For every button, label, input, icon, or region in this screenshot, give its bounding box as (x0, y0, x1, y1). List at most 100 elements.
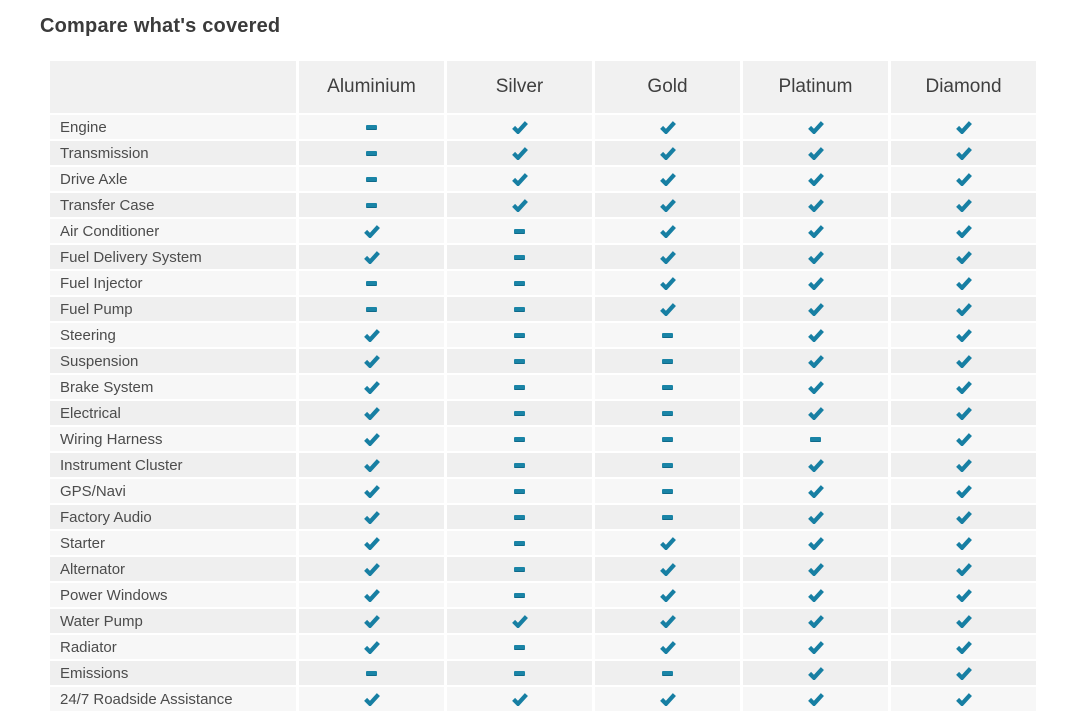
check-icon (807, 406, 824, 420)
table-row: Drive Axle (50, 167, 1036, 191)
table-row: Transfer Case (50, 193, 1036, 217)
table-row: Brake System (50, 375, 1036, 399)
not-covered-cell (447, 245, 592, 269)
header-corner-cell (50, 61, 296, 113)
covered-cell (595, 635, 740, 659)
covered-cell (891, 401, 1036, 425)
table-row: Fuel Delivery System (50, 245, 1036, 269)
table-row: Starter (50, 531, 1036, 555)
check-icon (955, 198, 972, 212)
dash-icon (514, 514, 525, 520)
check-icon (511, 614, 528, 628)
not-covered-cell (447, 583, 592, 607)
covered-cell (299, 245, 444, 269)
dash-icon (366, 670, 377, 676)
column-header-silver: Silver (447, 61, 592, 113)
covered-cell (891, 479, 1036, 503)
covered-cell (743, 349, 888, 373)
not-covered-cell (447, 505, 592, 529)
covered-cell (299, 557, 444, 581)
not-covered-cell (447, 557, 592, 581)
check-icon (363, 614, 380, 628)
check-icon (659, 614, 676, 628)
check-icon (807, 328, 824, 342)
covered-cell (891, 245, 1036, 269)
not-covered-cell (447, 349, 592, 373)
check-icon (659, 536, 676, 550)
covered-cell (743, 661, 888, 685)
covered-cell (743, 687, 888, 711)
not-covered-cell (595, 505, 740, 529)
feature-label: Factory Audio (50, 505, 296, 529)
dash-icon (514, 566, 525, 572)
feature-label: Transfer Case (50, 193, 296, 217)
covered-cell (299, 427, 444, 451)
feature-label: Starter (50, 531, 296, 555)
covered-cell (891, 453, 1036, 477)
covered-cell (743, 167, 888, 191)
check-icon (807, 250, 824, 264)
covered-cell (743, 115, 888, 139)
check-icon (955, 276, 972, 290)
covered-cell (447, 687, 592, 711)
dash-icon (514, 436, 525, 442)
check-icon (955, 640, 972, 654)
covered-cell (891, 661, 1036, 685)
not-covered-cell (447, 375, 592, 399)
covered-cell (743, 479, 888, 503)
feature-label: Transmission (50, 141, 296, 165)
check-icon (807, 484, 824, 498)
covered-cell (299, 323, 444, 347)
dash-icon (662, 384, 673, 390)
covered-cell (891, 505, 1036, 529)
check-icon (807, 614, 824, 628)
column-header-diamond: Diamond (891, 61, 1036, 113)
covered-cell (595, 245, 740, 269)
covered-cell (743, 557, 888, 581)
covered-cell (891, 271, 1036, 295)
feature-label: Fuel Delivery System (50, 245, 296, 269)
table-row: Engine (50, 115, 1036, 139)
covered-cell (595, 687, 740, 711)
check-icon (955, 172, 972, 186)
check-icon (955, 666, 972, 680)
table-header-row: Aluminium Silver Gold Platinum Diamond (50, 61, 1036, 113)
check-icon (807, 172, 824, 186)
covered-cell (891, 349, 1036, 373)
check-icon (807, 458, 824, 472)
covered-cell (891, 583, 1036, 607)
covered-cell (743, 401, 888, 425)
covered-cell (743, 271, 888, 295)
check-icon (955, 588, 972, 602)
covered-cell (891, 141, 1036, 165)
dash-icon (662, 670, 673, 676)
check-icon (955, 224, 972, 238)
feature-label: Brake System (50, 375, 296, 399)
covered-cell (891, 557, 1036, 581)
feature-label: Air Conditioner (50, 219, 296, 243)
covered-cell (891, 193, 1036, 217)
dash-icon (514, 228, 525, 234)
check-icon (955, 614, 972, 628)
table-row: Fuel Injector (50, 271, 1036, 295)
covered-cell (743, 193, 888, 217)
not-covered-cell (595, 479, 740, 503)
dash-icon (662, 462, 673, 468)
covered-cell (891, 375, 1036, 399)
not-covered-cell (447, 661, 592, 685)
covered-cell (447, 141, 592, 165)
check-icon (363, 354, 380, 368)
not-covered-cell (447, 401, 592, 425)
dash-icon (514, 644, 525, 650)
check-icon (955, 562, 972, 576)
covered-cell (299, 453, 444, 477)
not-covered-cell (299, 115, 444, 139)
covered-cell (299, 479, 444, 503)
covered-cell (447, 193, 592, 217)
column-header-platinum: Platinum (743, 61, 888, 113)
dash-icon (366, 202, 377, 208)
dash-icon (662, 488, 673, 494)
feature-label: Suspension (50, 349, 296, 373)
feature-label: Steering (50, 323, 296, 347)
covered-cell (743, 375, 888, 399)
